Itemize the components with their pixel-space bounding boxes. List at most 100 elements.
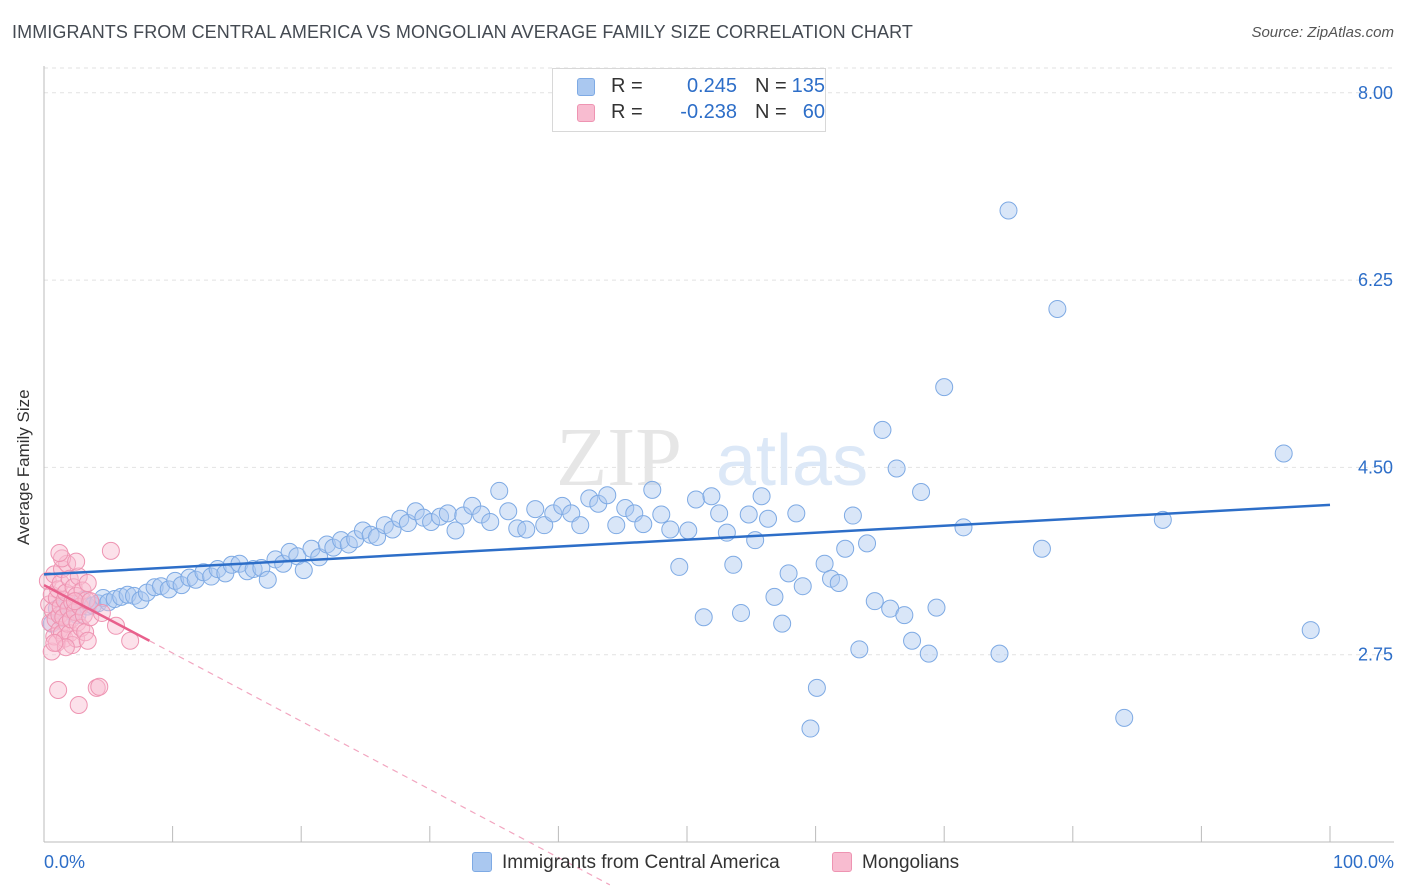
- data-point-central-america: [180, 568, 199, 587]
- x-axis-max-label: 100.0%: [1332, 852, 1394, 872]
- data-point-central-america: [258, 570, 277, 589]
- data-point-central-america: [999, 201, 1018, 220]
- data-point-central-america: [580, 489, 599, 508]
- data-point-central-america: [954, 518, 973, 537]
- legend-r-label: R =: [611, 101, 643, 123]
- data-point-mongolians: [53, 624, 72, 643]
- series-mongolians: [38, 541, 140, 714]
- trend-line-mongolians-extension: [149, 640, 611, 886]
- y-axis-label: Average Family Size: [14, 389, 33, 545]
- data-point-central-america: [324, 538, 343, 557]
- data-point-central-america: [739, 505, 758, 524]
- data-point-central-america: [787, 504, 806, 523]
- data-point-mongolians: [50, 544, 69, 563]
- data-point-central-america: [571, 516, 590, 535]
- y-tick-labels: 2.75 4.50 6.25 8.00: [1358, 83, 1393, 665]
- axes: [43, 66, 1394, 843]
- data-point-mongolians: [69, 695, 88, 714]
- data-point-central-america: [765, 587, 784, 606]
- bottom-legend-swatch-blue: [472, 852, 492, 872]
- data-point-central-america: [865, 592, 884, 611]
- data-point-central-america: [544, 504, 563, 523]
- data-point-central-america: [779, 564, 798, 583]
- data-point-central-america: [836, 539, 855, 558]
- data-point-mongolians: [101, 541, 120, 560]
- data-point-central-america: [361, 525, 380, 544]
- data-point-mongolians: [67, 552, 86, 571]
- bottom-legend-mongolians: Mongolians: [832, 852, 959, 874]
- data-point-central-america: [172, 576, 191, 595]
- data-point-central-america: [724, 555, 743, 574]
- data-point-central-america: [661, 520, 680, 539]
- data-point-central-america: [935, 378, 954, 397]
- y-tick-label: 2.75: [1358, 645, 1393, 665]
- data-point-central-america: [990, 644, 1009, 663]
- legend-n-value: 60: [802, 101, 825, 123]
- watermark-atlas: atlas: [716, 421, 868, 501]
- data-point-mongolians: [53, 549, 72, 568]
- data-point-central-america: [643, 480, 662, 499]
- data-point-central-america: [793, 577, 812, 596]
- data-point-central-america: [873, 420, 892, 439]
- data-point-central-america: [616, 499, 635, 518]
- legend-r-value: 0.245: [686, 75, 737, 97]
- data-point-central-america: [903, 631, 922, 650]
- data-point-central-america: [927, 598, 946, 617]
- legend-n-label: N =: [755, 75, 787, 97]
- data-point-central-america: [759, 509, 778, 528]
- data-point-central-america: [634, 515, 653, 534]
- source-credit: Source: ZipAtlas.com: [1251, 24, 1394, 41]
- legend: R = 0.245 N = 135 R = -0.238 N = 60: [552, 68, 826, 132]
- legend-swatch-pink: [577, 104, 595, 122]
- data-point-central-america: [815, 554, 834, 573]
- chart-title: IMMIGRANTS FROM CENTRAL AMERICA VS MONGO…: [12, 22, 914, 42]
- data-point-central-america: [553, 496, 572, 515]
- data-point-central-america: [472, 505, 491, 524]
- legend-r-value: -0.238: [680, 101, 737, 123]
- data-point-central-america: [710, 504, 729, 523]
- data-point-central-america: [807, 678, 826, 697]
- data-point-central-america: [1048, 299, 1067, 318]
- data-point-central-america: [1032, 539, 1051, 558]
- data-point-central-america: [843, 506, 862, 525]
- data-point-central-america: [438, 504, 457, 523]
- data-point-central-america: [490, 481, 509, 500]
- data-point-central-america: [850, 640, 869, 659]
- data-point-central-america: [112, 587, 131, 606]
- data-point-central-america: [687, 490, 706, 509]
- data-point-central-america: [919, 644, 938, 663]
- watermark-zip: ZIP: [556, 411, 682, 504]
- data-point-central-america: [446, 521, 465, 540]
- bottom-legend-central-america: Immigrants from Central America: [472, 852, 780, 874]
- data-point-central-america: [895, 606, 914, 625]
- data-point-central-america: [752, 487, 771, 506]
- data-point-mongolians: [45, 633, 64, 652]
- data-point-central-america: [732, 603, 751, 622]
- data-point-central-america: [294, 561, 313, 580]
- data-point-mongolians: [78, 631, 97, 650]
- data-point-central-america: [607, 516, 626, 535]
- data-point-central-america: [202, 567, 221, 586]
- bottom-legend-swatch-pink: [832, 852, 852, 872]
- data-point-central-america: [244, 560, 263, 579]
- x-axis-min-label: 0.0%: [44, 852, 86, 872]
- data-point-central-america: [1301, 621, 1320, 640]
- data-point-central-america: [652, 505, 671, 524]
- data-point-central-america: [1274, 444, 1293, 463]
- y-axis-label-wrap: Average Family Size: [14, 389, 44, 545]
- data-point-mongolians: [56, 638, 75, 657]
- data-point-central-america: [422, 512, 441, 531]
- data-point-central-america: [746, 531, 765, 550]
- watermark: ZIP atlas: [556, 411, 868, 504]
- data-point-central-america: [694, 608, 713, 627]
- data-point-central-america: [499, 502, 518, 521]
- data-point-central-america: [679, 521, 698, 540]
- trend-line-central-america: [43, 503, 1331, 576]
- y-tick-label: 8.00: [1358, 83, 1393, 103]
- data-point-central-america: [274, 554, 293, 573]
- series-central-america: [42, 201, 1320, 738]
- data-point-central-america: [406, 502, 425, 521]
- bottom-legend-label: Mongolians: [862, 852, 960, 873]
- legend-n-value: 135: [791, 75, 825, 97]
